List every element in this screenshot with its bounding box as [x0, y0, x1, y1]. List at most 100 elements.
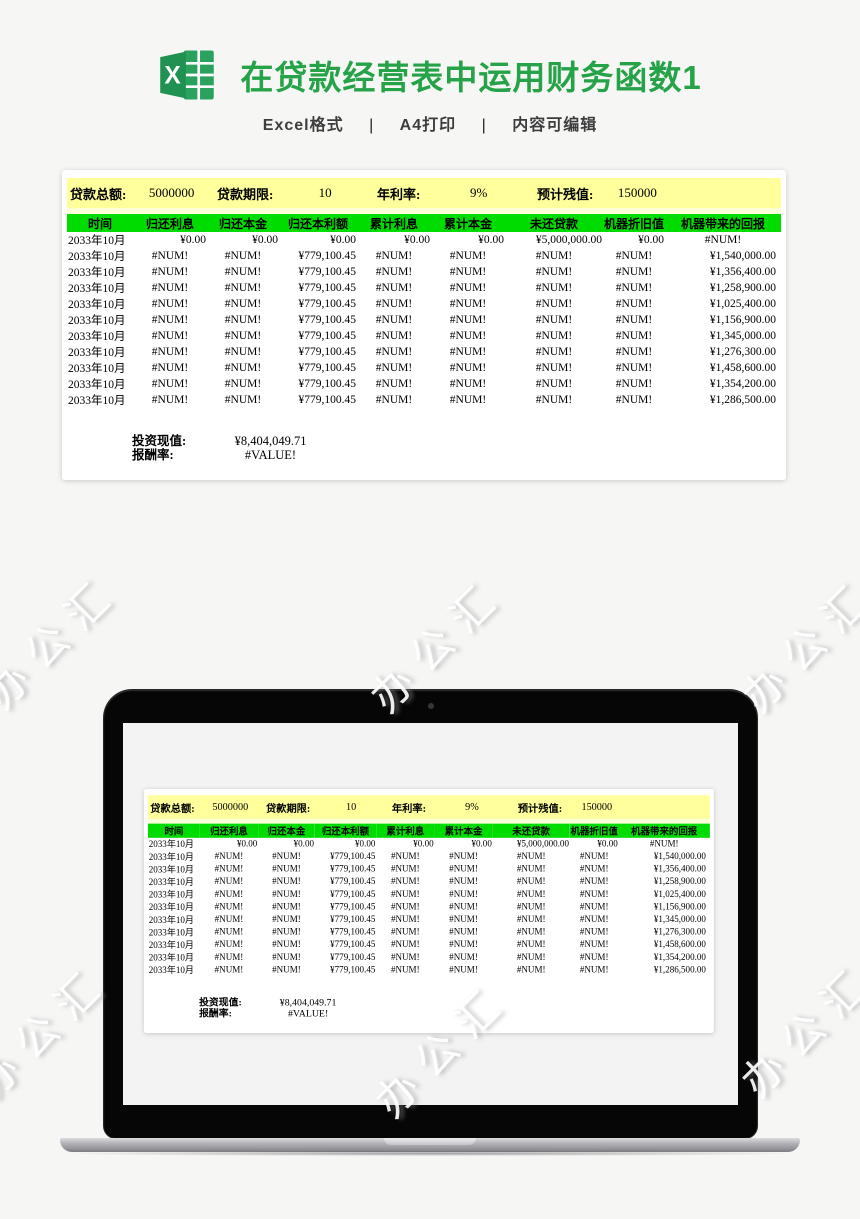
cell-principal-paid: #NUM!: [224, 282, 262, 294]
cell-time: 2033年10月: [68, 267, 126, 279]
cell-machine-return: ¥1,356,400.00: [709, 266, 776, 278]
laptop-screen: 贷款总额: 5000000 贷款期限: 10 年利率: 9%: [123, 723, 738, 1105]
cell-cum-interest: ¥0.00: [404, 234, 430, 246]
param-loan-total: 贷款总额: 5000000: [67, 184, 217, 203]
cell-depreciation: #NUM!: [615, 378, 653, 390]
separator: |: [369, 117, 375, 134]
table-row: 2033年10月 #NUM! #NUM! ¥779,100.45 #NUM! #NUM! #…: [67, 312, 781, 328]
column-header: 累计本金: [434, 823, 493, 838]
cell-depreciation: #NUM!: [579, 851, 609, 862]
cell-interest-paid: #NUM!: [151, 378, 189, 390]
laptop-shadow: [72, 1151, 788, 1156]
cell-interest-paid: #NUM!: [151, 362, 189, 374]
param-label: 预计残值:: [517, 801, 563, 814]
cell-interest-paid: ¥0.00: [180, 234, 206, 246]
cell-cum-principal: #NUM!: [449, 952, 478, 963]
column-header: 归还利息: [133, 214, 207, 232]
cell-interest-paid: #NUM!: [151, 346, 189, 358]
cell-interest-paid: #NUM!: [214, 927, 244, 937]
table-row: 2033年10月 #NUM! #NUM! ¥779,100.45 #NUM! #NUM! #…: [148, 901, 710, 914]
cell-time: 2033年10月: [68, 299, 126, 311]
cell-interest-paid: #NUM!: [214, 940, 244, 950]
cell-cum-interest: #NUM!: [390, 927, 420, 937]
cell-interest-paid: #NUM!: [214, 851, 244, 862]
cell-depreciation: #NUM!: [579, 864, 609, 874]
cell-interest-paid: #NUM!: [151, 250, 189, 262]
cell-cum-principal: ¥0.00: [478, 234, 504, 246]
cell-cum-interest: #NUM!: [375, 250, 413, 262]
column-header: 机器带来的回报: [618, 823, 710, 838]
cell-depreciation: #NUM!: [615, 330, 653, 342]
cell-depreciation: ¥0.00: [638, 234, 664, 246]
spreadsheet-preview-card-laptop: 贷款总额: 5000000 贷款期限: 10 年利率: 9%: [144, 789, 714, 1033]
excel-logo-icon: X: [160, 50, 215, 100]
param-loan-term: 贷款期限: 10: [217, 184, 377, 203]
param-label: 年利率:: [377, 186, 421, 202]
cell-time: 2033年10月: [148, 890, 194, 900]
cell-outstanding-loan: #NUM!: [535, 378, 573, 390]
cell-time: 2033年10月: [68, 235, 126, 247]
cell-principal-paid: #NUM!: [224, 346, 262, 358]
cell-machine-return: ¥1,458,600.00: [709, 362, 776, 374]
cell-cum-interest: #NUM!: [375, 394, 413, 406]
param-annual-rate: 年利率: 9%: [392, 800, 518, 815]
cell-principal-paid: #NUM!: [224, 378, 262, 390]
table-row: 2033年10月 #NUM! #NUM! ¥779,100.45 #NUM! #NUM! #…: [67, 264, 781, 280]
cell-cum-interest: #NUM!: [375, 314, 413, 326]
cell-outstanding-loan: #NUM!: [535, 250, 573, 262]
cell-cum-interest: #NUM!: [375, 266, 413, 278]
cell-principal-paid: #NUM!: [272, 851, 301, 862]
param-label: 预计残值:: [537, 186, 594, 202]
cell-principal-paid: #NUM!: [272, 889, 301, 900]
table-row: 2033年10月 #NUM! #NUM! ¥779,100.45 #NUM! #NUM! #…: [148, 964, 710, 977]
column-header: 归还本利额: [279, 214, 357, 232]
param-label: 贷款总额:: [70, 186, 127, 202]
cell-cum-principal: #NUM!: [449, 927, 478, 937]
cell-cum-interest: #NUM!: [375, 330, 413, 342]
cell-outstanding-loan: ¥5,000,000.00: [516, 839, 569, 849]
column-header: 机器折旧值: [569, 823, 619, 838]
column-header: 未还贷款: [505, 214, 603, 232]
cell-cum-interest: #NUM!: [375, 282, 413, 294]
cell-principal-interest: ¥779,100.45: [298, 362, 357, 374]
cell-time: 2033年10月: [148, 953, 194, 963]
cell-time: 2033年10月: [148, 903, 194, 913]
cell-time: 2033年10月: [148, 877, 194, 888]
site-header: X 在贷款经营表中运用财务函数1 Excel格式 | A4打印 | 内容可编辑: [0, 48, 860, 135]
cell-cum-principal: #NUM!: [449, 362, 487, 374]
cell-time: 2033年10月: [68, 251, 126, 263]
cell-principal-paid: #NUM!: [272, 877, 301, 887]
cell-principal-interest: ¥779,100.45: [330, 952, 376, 963]
cell-cum-principal: #NUM!: [449, 346, 487, 358]
band-divider: [147, 818, 710, 824]
cell-depreciation: #NUM!: [615, 250, 653, 262]
cell-depreciation: #NUM!: [579, 952, 609, 963]
cell-cum-interest: #NUM!: [375, 378, 413, 390]
cell-principal-paid: #NUM!: [224, 330, 262, 342]
cell-cum-interest: #NUM!: [390, 965, 420, 975]
cell-outstanding-loan: ¥5,000,000.00: [535, 234, 602, 246]
cell-principal-interest: ¥779,100.45: [298, 298, 357, 310]
laptop-mockup: 贷款总额: 5000000 贷款期限: 10 年利率: 9%: [0, 690, 860, 1170]
cell-cum-principal: #NUM!: [449, 877, 478, 887]
cell-cum-interest: #NUM!: [390, 914, 420, 925]
spreadsheet-preview-card: 贷款总额: 5000000 贷款期限: 10 年利率: 9% 预计残值: 150…: [62, 170, 786, 480]
cell-principal-interest: ¥779,100.45: [330, 902, 376, 912]
loan-table-laptop: 时间 归还利息 归还本金 归还本利额 累计利息 累计本金 未还贷款 机器折旧值 机器带来的回报 …: [147, 823, 710, 977]
format-info: Excel格式 | A4打印 | 内容可编辑: [0, 111, 860, 135]
laptop-notch: [384, 1138, 476, 1145]
param-value: 5000000: [212, 800, 249, 813]
cell-outstanding-loan: #NUM!: [535, 282, 573, 294]
cell-time: 2033年10月: [148, 915, 194, 926]
cell-time: 2033年10月: [68, 331, 126, 343]
cell-outstanding-loan: #NUM!: [516, 902, 546, 912]
cell-outstanding-loan: #NUM!: [535, 266, 573, 278]
cell-principal-interest: ¥779,100.45: [298, 266, 357, 278]
page-title: 在贷款经营表中运用财务函数1: [240, 59, 702, 96]
cell-principal-interest: ¥779,100.45: [330, 965, 376, 975]
param-loan-total: 贷款总额: 5000000: [148, 800, 266, 815]
cell-outstanding-loan: #NUM!: [516, 940, 546, 950]
table-row: 2033年10月 ¥0.00 ¥0.00 ¥0.00 ¥0.00 ¥0.00 ¥5,000,…: [67, 232, 781, 248]
cell-interest-paid: #NUM!: [214, 914, 244, 925]
cell-cum-interest: #NUM!: [390, 889, 420, 900]
